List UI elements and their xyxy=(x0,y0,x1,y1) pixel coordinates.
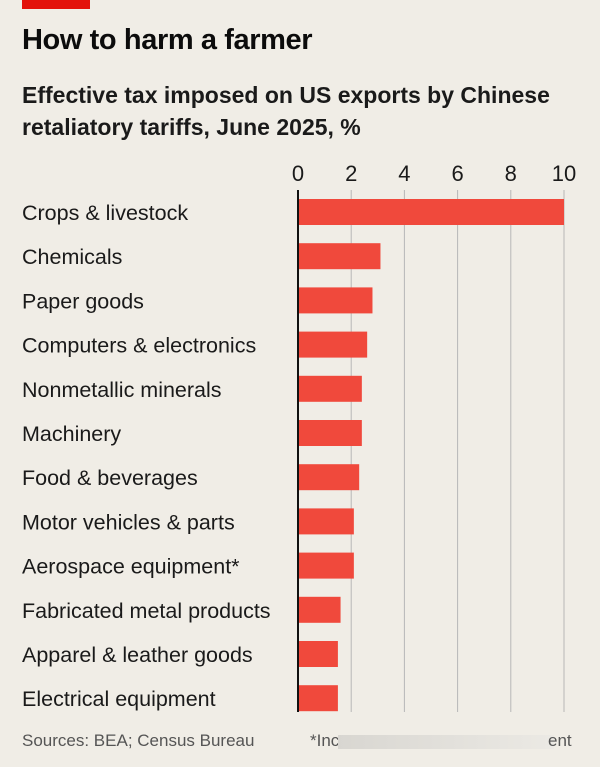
bar xyxy=(298,508,354,535)
footnote-obscured-area xyxy=(338,735,554,749)
category-label: Aerospace equipment* xyxy=(22,555,240,579)
x-tick-label: 8 xyxy=(505,161,517,186)
bar xyxy=(298,596,341,623)
category-label: Crops & livestock xyxy=(22,201,188,225)
brand-bar xyxy=(22,0,90,9)
bar xyxy=(298,243,381,270)
x-tick-label: 10 xyxy=(552,161,576,186)
source-note: Sources: BEA; Census Bureau xyxy=(22,731,255,750)
bar xyxy=(298,464,360,491)
bar xyxy=(298,641,338,667)
bar xyxy=(298,331,368,358)
category-label: Electrical equipment xyxy=(22,687,216,711)
bar xyxy=(298,420,362,446)
category-label: Food & beverages xyxy=(22,466,198,490)
footnote-end: ent xyxy=(548,731,572,750)
category-label: Machinery xyxy=(22,422,121,446)
x-tick-label: 4 xyxy=(398,161,410,186)
category-label: Nonmetallic minerals xyxy=(22,378,222,402)
bar xyxy=(298,552,354,579)
category-label: Computers & electronics xyxy=(22,334,256,358)
x-tick-label: 2 xyxy=(345,161,357,186)
category-label: Chemicals xyxy=(22,245,122,269)
bar xyxy=(298,685,338,712)
category-label: Motor vehicles & parts xyxy=(22,510,235,534)
chart-subtitle: Effective tax imposed on US exports by C… xyxy=(22,82,550,140)
category-label: Paper goods xyxy=(22,289,144,313)
bar xyxy=(298,375,362,402)
bar xyxy=(298,199,564,225)
bar xyxy=(298,287,373,314)
chart-title: How to harm a farmer xyxy=(22,24,313,56)
category-label: Apparel & leather goods xyxy=(22,643,253,667)
x-tick-label: 0 xyxy=(292,161,304,186)
x-tick-label: 6 xyxy=(451,161,463,186)
category-label: Fabricated metal products xyxy=(22,599,271,623)
footnote-start: *Inc xyxy=(310,731,340,750)
